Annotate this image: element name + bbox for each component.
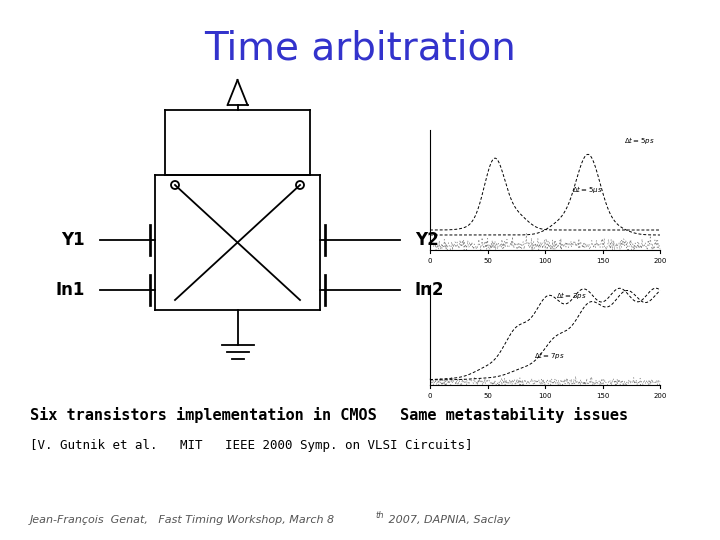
Text: Y2: Y2 <box>415 231 438 249</box>
Text: 100: 100 <box>539 393 552 399</box>
Text: Six transistors implementation in CMOS: Six transistors implementation in CMOS <box>30 407 377 423</box>
Text: Jean-François  Genat,   Fast Timing Workshop, March 8: Jean-François Genat, Fast Timing Worksho… <box>30 515 335 525</box>
Text: 50: 50 <box>483 258 492 264</box>
Text: 200: 200 <box>653 393 667 399</box>
Text: 150: 150 <box>596 258 609 264</box>
Text: th: th <box>375 511 384 520</box>
Text: Same metastability issues: Same metastability issues <box>400 407 628 423</box>
Text: $\Delta t = 5ps$: $\Delta t = 5ps$ <box>624 135 655 146</box>
Text: 0: 0 <box>428 258 432 264</box>
Text: In2: In2 <box>415 281 444 299</box>
Text: In1: In1 <box>55 281 85 299</box>
Text: $\Delta t = 5\mu s$: $\Delta t = 5\mu s$ <box>572 184 603 195</box>
Text: 100: 100 <box>539 258 552 264</box>
Text: $\Delta t = 7ps$: $\Delta t = 7ps$ <box>534 350 564 361</box>
Text: 150: 150 <box>596 393 609 399</box>
Text: Y1: Y1 <box>61 231 85 249</box>
Text: Time arbitration: Time arbitration <box>204 30 516 68</box>
Text: $\Delta t = 3ps$: $\Delta t = 3ps$ <box>557 290 587 301</box>
Text: 50: 50 <box>483 393 492 399</box>
Text: 2007, DAPNIA, Saclay: 2007, DAPNIA, Saclay <box>385 515 510 525</box>
Text: 200: 200 <box>653 258 667 264</box>
Text: [V. Gutnik et al.   MIT   IEEE 2000 Symp. on VLSI Circuits]: [V. Gutnik et al. MIT IEEE 2000 Symp. on… <box>30 438 472 451</box>
Text: 0: 0 <box>428 393 432 399</box>
